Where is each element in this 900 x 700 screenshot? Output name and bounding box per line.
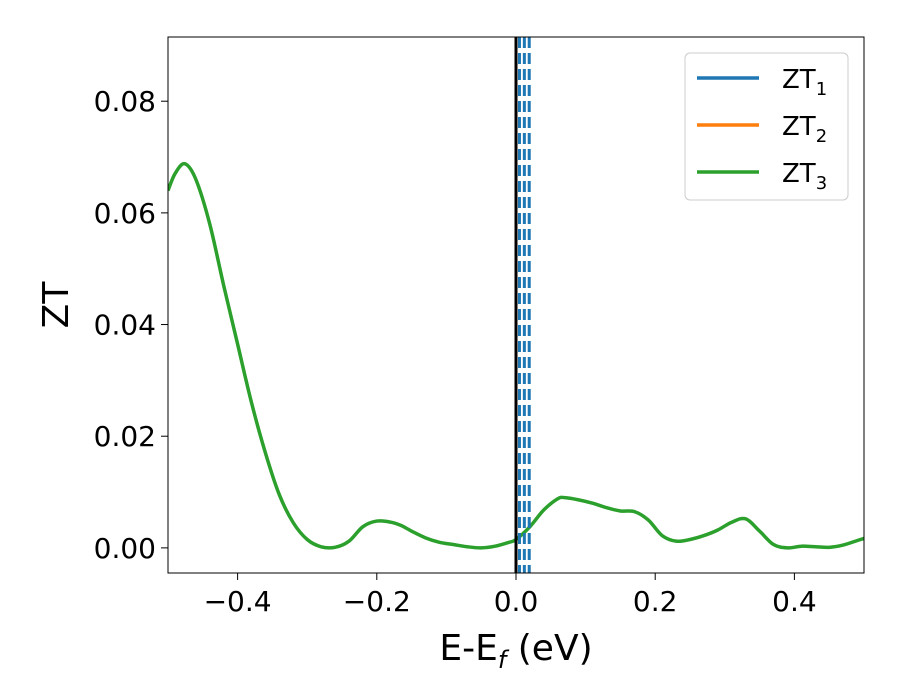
legend-label-3: ZT3 — [782, 159, 827, 194]
x-tick-label: 0.2 — [633, 585, 678, 618]
x-tick-label: −0.2 — [343, 585, 411, 618]
x-tick-label: 0.4 — [772, 585, 817, 618]
x-axis-ticks: −0.4 −0.2 0.0 0.2 0.4 — [204, 573, 817, 618]
x-tick-label: 0.0 — [494, 585, 539, 618]
y-tick-label: 0.04 — [94, 309, 156, 342]
legend-label-1: ZT1 — [782, 65, 827, 100]
y-tick-label: 0.02 — [94, 420, 156, 453]
x-tick-label: −0.4 — [204, 585, 272, 618]
y-axis-label: ZT — [36, 281, 77, 329]
y-tick-label: 0.08 — [94, 85, 156, 118]
vertical-lines — [514, 37, 531, 573]
y-tick-label: 0.06 — [94, 197, 156, 230]
legend-label-2: ZT2 — [782, 112, 827, 147]
series-line-3 — [168, 161, 864, 550]
y-tick-label: 0.00 — [94, 532, 156, 565]
y-axis-ticks: 0.00 0.02 0.04 0.06 0.08 — [94, 85, 168, 565]
x-axis-label: E-Ef (eV) — [439, 628, 592, 674]
legend: ZT1 ZT2 ZT3 — [684, 52, 849, 201]
legend-box — [684, 52, 849, 201]
series-layer — [168, 161, 864, 550]
